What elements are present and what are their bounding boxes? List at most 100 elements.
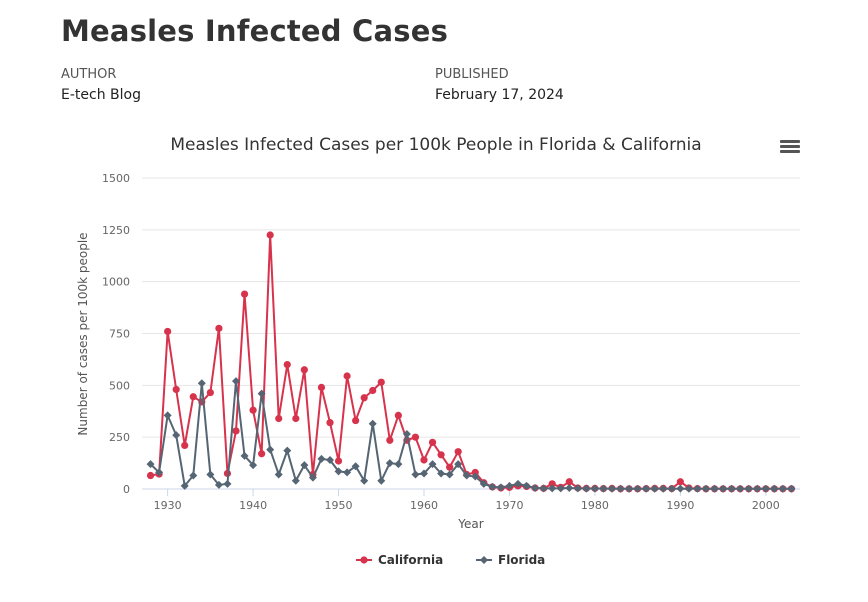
data-point[interactable]	[385, 459, 394, 468]
data-point[interactable]	[394, 411, 402, 419]
data-point[interactable]	[360, 394, 368, 402]
data-point[interactable]	[291, 476, 300, 485]
data-point[interactable]	[274, 470, 283, 479]
data-point[interactable]	[232, 377, 240, 386]
data-point[interactable]	[146, 471, 155, 480]
data-point[interactable]	[308, 473, 317, 482]
data-point[interactable]	[155, 468, 164, 477]
data-point[interactable]	[548, 480, 556, 488]
data-point[interactable]	[428, 438, 437, 446]
chart-menu-button[interactable]	[780, 140, 800, 156]
data-point[interactable]	[146, 460, 155, 469]
data-point[interactable]	[462, 471, 471, 480]
data-point[interactable]	[625, 484, 634, 493]
data-point[interactable]	[206, 388, 214, 397]
data-point[interactable]	[163, 411, 172, 420]
data-point[interactable]	[787, 484, 796, 493]
data-point[interactable]	[454, 448, 462, 456]
data-point[interactable]	[411, 470, 420, 479]
data-point[interactable]	[215, 324, 223, 332]
data-point[interactable]	[249, 406, 257, 414]
data-point[interactable]	[232, 427, 240, 435]
data-point[interactable]	[343, 372, 351, 380]
data-point[interactable]	[778, 484, 787, 493]
data-point[interactable]	[599, 484, 608, 493]
data-point[interactable]	[761, 484, 770, 493]
data-point[interactable]	[539, 484, 548, 493]
data-point[interactable]	[317, 383, 326, 392]
data-point[interactable]	[189, 393, 197, 401]
series-florida[interactable]	[146, 377, 796, 493]
data-point[interactable]	[292, 414, 300, 423]
legend-item-california[interactable]: California	[356, 553, 443, 567]
data-point[interactable]	[352, 416, 360, 425]
data-point[interactable]	[240, 290, 249, 298]
data-point[interactable]	[616, 484, 625, 493]
data-point[interactable]	[676, 484, 685, 493]
data-point[interactable]	[573, 484, 582, 493]
data-point[interactable]	[428, 460, 437, 469]
data-point[interactable]	[180, 481, 189, 490]
data-point[interactable]	[565, 483, 574, 492]
data-point[interactable]	[684, 484, 693, 493]
data-point[interactable]	[257, 389, 266, 398]
data-point[interactable]	[437, 469, 446, 478]
data-point[interactable]	[334, 467, 343, 476]
data-point[interactable]	[753, 484, 762, 493]
data-point[interactable]	[454, 460, 463, 469]
data-point[interactable]	[386, 436, 394, 444]
data-point[interactable]	[240, 451, 249, 460]
data-point[interactable]	[770, 484, 779, 493]
data-point[interactable]	[479, 479, 488, 488]
data-point[interactable]	[369, 386, 377, 395]
data-point[interactable]	[214, 480, 223, 489]
data-point[interactable]	[445, 470, 454, 479]
data-point[interactable]	[693, 484, 702, 493]
data-point[interactable]	[164, 327, 172, 336]
data-point[interactable]	[223, 479, 232, 488]
data-point[interactable]	[736, 484, 745, 493]
data-point[interactable]	[343, 468, 352, 477]
data-point[interactable]	[565, 478, 573, 486]
data-point[interactable]	[377, 476, 386, 485]
data-point[interactable]	[446, 463, 454, 471]
data-point[interactable]	[283, 361, 291, 369]
data-point[interactable]	[650, 484, 659, 493]
data-point[interactable]	[667, 484, 676, 493]
data-point[interactable]	[608, 484, 616, 493]
data-point[interactable]	[590, 484, 599, 493]
data-point[interactable]	[744, 484, 753, 493]
data-point[interactable]	[394, 460, 403, 469]
data-point[interactable]	[505, 481, 514, 490]
data-point[interactable]	[300, 366, 308, 374]
data-point[interactable]	[420, 469, 428, 478]
data-point[interactable]	[266, 231, 274, 239]
data-point[interactable]	[437, 451, 445, 459]
data-point[interactable]	[317, 454, 326, 463]
data-point[interactable]	[522, 481, 531, 490]
data-point[interactable]	[351, 462, 360, 471]
data-point[interactable]	[300, 461, 309, 470]
data-point[interactable]	[582, 484, 591, 493]
data-point[interactable]	[488, 482, 497, 491]
data-point[interactable]	[411, 433, 420, 441]
data-point[interactable]	[471, 468, 479, 477]
data-point[interactable]	[326, 455, 334, 464]
data-point[interactable]	[420, 456, 428, 464]
data-point[interactable]	[531, 483, 540, 492]
data-point[interactable]	[197, 379, 206, 388]
data-point[interactable]	[360, 476, 369, 485]
data-point[interactable]	[249, 461, 258, 470]
data-point[interactable]	[496, 483, 505, 492]
data-point[interactable]	[181, 441, 189, 450]
legend[interactable]: California Florida	[356, 553, 545, 567]
data-point[interactable]	[334, 457, 343, 465]
data-point[interactable]	[258, 450, 266, 458]
data-point[interactable]	[642, 484, 651, 493]
data-point[interactable]	[172, 385, 180, 394]
data-point[interactable]	[471, 472, 480, 481]
legend-item-florida[interactable]: Florida	[476, 553, 545, 567]
data-point[interactable]	[548, 484, 557, 493]
data-point[interactable]	[556, 484, 565, 493]
data-point[interactable]	[659, 484, 668, 493]
